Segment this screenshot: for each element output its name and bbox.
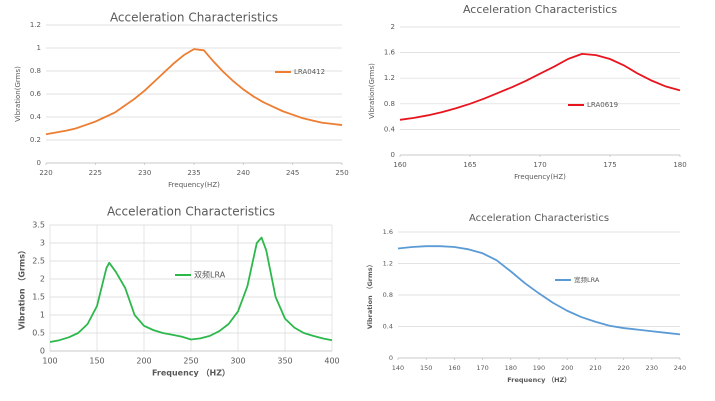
x-tick-label: 235 [187, 169, 200, 177]
x-tick-label: 240 [674, 364, 686, 372]
x-tick-label: 230 [138, 169, 151, 177]
y-tick-label: 1.2 [384, 74, 395, 82]
y-tick-label: 0.4 [384, 125, 396, 133]
y-tick-label: 0.5 [32, 329, 45, 338]
x-tick-label: 200 [136, 357, 151, 366]
y-tick-label: 0 [389, 354, 393, 362]
y-tick-label: 1.6 [383, 228, 393, 236]
series-line [397, 245, 681, 336]
legend-label: LRA0412 [294, 68, 325, 76]
series-line [45, 48, 343, 136]
y-tick-label: 1.5 [32, 293, 45, 302]
y-tick-label: 1 [40, 311, 45, 320]
x-tick-label: 230 [646, 364, 658, 372]
y-tick-label: 0.2 [30, 136, 41, 144]
y-tick-label: 0.8 [30, 67, 41, 75]
y-tick-label: 1.2 [30, 21, 41, 29]
x-tick-label: 150 [89, 357, 104, 366]
legend-label: LRA0619 [587, 101, 618, 109]
x-tick-label: 170 [476, 364, 488, 372]
y-tick-label: 1.2 [383, 260, 393, 268]
x-tick-label: 160 [393, 161, 406, 169]
y-tick-label: 0 [40, 347, 45, 356]
x-tick-label: 175 [603, 161, 616, 169]
y-tick-label: 0.4 [383, 323, 393, 331]
y-tick-label: 2.5 [32, 257, 45, 266]
legend-label: 双频LRA [194, 270, 226, 280]
x-tick-label: 250 [183, 357, 198, 366]
y-tick-label: 2 [40, 275, 45, 284]
chart-title: Acceleration Characteristics [469, 213, 609, 224]
y-tick-label: 0.6 [30, 90, 42, 98]
x-tick-label: 220 [617, 364, 629, 372]
x-tick-label: 180 [505, 364, 517, 372]
chart-title: Acceleration Characteristics [463, 3, 617, 16]
chart-title: Acceleration Characteristics [107, 205, 275, 219]
x-tick-label: 200 [561, 364, 573, 372]
y-tick-label: 3 [40, 239, 45, 248]
x-axis-label: Frequency(HZ) [514, 173, 566, 181]
x-tick-label: 250 [335, 169, 348, 177]
y-tick-label: 0.4 [30, 113, 42, 121]
y-axis-label: Vibration(Grms) [14, 66, 22, 122]
series-line [399, 52, 681, 121]
y-axis-label: Vibration(Grms) [368, 63, 376, 119]
x-tick-label: 240 [237, 169, 250, 177]
x-tick-label: 190 [533, 364, 545, 372]
x-tick-label: 180 [673, 161, 686, 169]
x-tick-label: 100 [42, 357, 57, 366]
x-tick-label: 400 [324, 357, 339, 366]
x-tick-label: 160 [448, 364, 460, 372]
y-axis-label: Vibration （Grms） [17, 246, 27, 330]
x-tick-label: 300 [230, 357, 245, 366]
legend-label: 宽频LRA [574, 275, 600, 284]
y-tick-label: 1.6 [384, 49, 396, 57]
x-tick-label: 220 [39, 169, 52, 177]
chart-title: Acceleration Characteristics [110, 11, 278, 25]
x-axis-label: Frequency(HZ) [168, 181, 220, 189]
x-axis-label: Frequency （HZ） [152, 368, 230, 378]
x-tick-label: 140 [392, 364, 404, 372]
x-axis-label: Frequency （HZ） [507, 376, 570, 384]
y-tick-label: 2 [391, 23, 395, 31]
y-tick-label: 0 [37, 159, 41, 167]
x-tick-label: 225 [89, 169, 102, 177]
x-tick-label: 165 [463, 161, 476, 169]
x-tick-label: 350 [277, 357, 292, 366]
y-tick-label: 0.8 [383, 291, 393, 299]
x-tick-label: 245 [286, 169, 299, 177]
series-line [49, 236, 333, 343]
x-tick-label: 210 [589, 364, 601, 372]
x-tick-label: 150 [420, 364, 432, 372]
y-tick-label: 1 [37, 44, 41, 52]
y-tick-label: 0.8 [384, 100, 395, 108]
y-axis-label: Vibration （Grms） [366, 261, 374, 329]
y-tick-label: 0 [391, 151, 395, 159]
x-tick-label: 170 [533, 161, 546, 169]
y-tick-label: 3.5 [32, 221, 45, 230]
